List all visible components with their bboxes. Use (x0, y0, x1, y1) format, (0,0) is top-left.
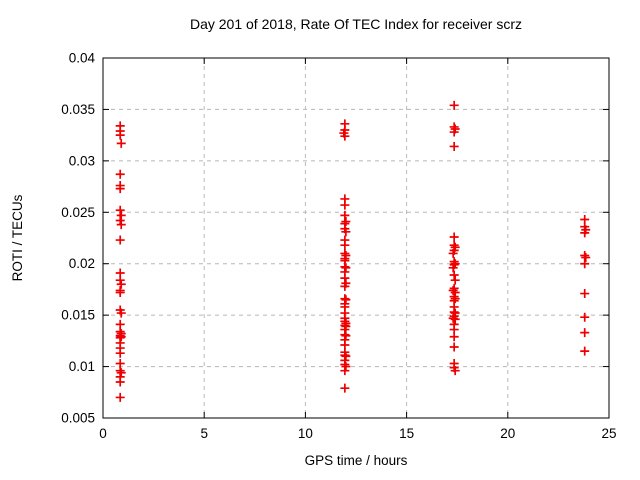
x-tick-label: 5 (200, 426, 208, 441)
data-point-marker (341, 227, 351, 237)
data-point-marker (116, 308, 126, 318)
data-point-marker (116, 368, 126, 378)
data-point-marker (341, 263, 351, 273)
data-point-marker (448, 285, 458, 295)
x-axis-label: GPS time / hours (305, 453, 408, 468)
data-point-marker (115, 288, 125, 298)
data-point-marker (449, 283, 459, 293)
data-point-marker (115, 275, 125, 285)
data-point-marker (449, 332, 459, 342)
y-tick-label: 0.035 (61, 102, 95, 117)
x-tick-label: 25 (601, 426, 616, 441)
data-point-marker (448, 248, 458, 258)
y-tick-label: 0.02 (69, 256, 95, 271)
y-axis-label: ROTI / TECUs (10, 194, 25, 281)
y-tick-label: 0.025 (61, 205, 95, 220)
data-point-marker (340, 210, 350, 220)
data-point-marker (450, 294, 460, 304)
data-point-marker (340, 281, 350, 291)
data-point-marker (341, 331, 351, 341)
data-point-marker (450, 275, 460, 285)
y-tick-label: 0.005 (61, 411, 95, 426)
data-point-marker (449, 232, 459, 242)
data-point-marker (116, 332, 126, 342)
data-point-marker (115, 205, 125, 215)
data-point-marker (340, 366, 350, 376)
data-point-marker (340, 383, 350, 393)
data-point-marker (340, 240, 350, 250)
data-point-marker (450, 366, 460, 376)
data-point-marker (580, 312, 590, 322)
data-point-marker (449, 100, 459, 110)
y-tick-label: 0.03 (69, 153, 95, 168)
data-point-marker (116, 138, 126, 148)
data-point-marker (341, 295, 351, 305)
data-point-marker (449, 127, 459, 137)
data-point-marker (580, 346, 590, 356)
data-point-marker (449, 270, 459, 280)
data-point-marker (116, 210, 126, 220)
data-point-marker (450, 259, 460, 269)
data-point-marker (116, 220, 126, 230)
y-tick-label: 0.015 (61, 308, 95, 323)
data-point-marker (340, 131, 350, 141)
data-point-marker (115, 169, 125, 179)
data-point-marker (341, 351, 351, 361)
data-point-marker (449, 342, 459, 352)
tick-labels: 0 5 10 15 20 25 0.005 0.01 0.015 0.02 0.025 0.03 0.0… (61, 51, 616, 442)
data-point-marker (341, 217, 351, 227)
data-point-marker (115, 235, 125, 245)
data-point-marker (581, 253, 591, 263)
data-point-marker (115, 377, 125, 387)
data-point-marker (340, 200, 350, 210)
y-tick-label: 0.01 (69, 359, 95, 374)
data-point-marker (450, 314, 460, 324)
data-point-marker (580, 228, 590, 238)
data-point-marker (580, 289, 590, 299)
data-point-marker (115, 348, 125, 358)
data-point-marker (580, 328, 590, 338)
tick-marks (102, 57, 610, 419)
y-tick-label: 0.04 (69, 51, 96, 66)
data-point-marker (115, 184, 125, 194)
gridlines (103, 58, 609, 418)
x-tick-label: 10 (298, 426, 313, 441)
data-point-marker (116, 279, 126, 289)
data-point-marker (448, 313, 458, 323)
data-point-marker (115, 392, 125, 402)
data-point-marker (341, 362, 351, 372)
x-tick-label: 15 (399, 426, 414, 441)
x-tick-label: 0 (99, 426, 107, 441)
data-point-marker (115, 216, 125, 226)
plot-border (102, 57, 610, 419)
data-point-marker (580, 259, 590, 269)
x-tick-label: 20 (500, 426, 515, 441)
data-point-marker (115, 130, 125, 140)
data-points (115, 100, 591, 402)
data-point-marker (340, 273, 350, 283)
data-point-marker (448, 263, 458, 273)
data-point-marker (449, 141, 459, 151)
chart-title: Day 201 of 2018, Rate Of TEC Index for r… (190, 16, 522, 32)
data-point-marker (580, 250, 590, 260)
